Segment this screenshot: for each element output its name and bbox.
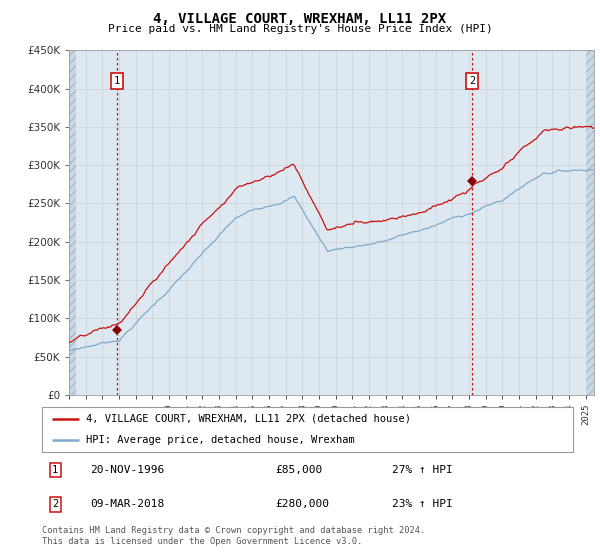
Text: 2: 2	[469, 76, 475, 86]
Text: 1: 1	[114, 76, 120, 86]
Text: 27% ↑ HPI: 27% ↑ HPI	[392, 465, 453, 475]
Text: 4, VILLAGE COURT, WREXHAM, LL11 2PX: 4, VILLAGE COURT, WREXHAM, LL11 2PX	[154, 12, 446, 26]
Text: 2: 2	[52, 500, 58, 510]
Text: 4, VILLAGE COURT, WREXHAM, LL11 2PX (detached house): 4, VILLAGE COURT, WREXHAM, LL11 2PX (det…	[86, 414, 410, 424]
Bar	[586, 50, 594, 395]
Text: £280,000: £280,000	[275, 500, 329, 510]
FancyBboxPatch shape	[42, 407, 573, 452]
Text: HPI: Average price, detached house, Wrexham: HPI: Average price, detached house, Wrex…	[86, 435, 354, 445]
Text: 20-NOV-1996: 20-NOV-1996	[90, 465, 164, 475]
Text: £85,000: £85,000	[275, 465, 323, 475]
Text: Price paid vs. HM Land Registry's House Price Index (HPI): Price paid vs. HM Land Registry's House …	[107, 24, 493, 34]
Bar	[69, 50, 76, 395]
Text: 23% ↑ HPI: 23% ↑ HPI	[392, 500, 453, 510]
Text: 09-MAR-2018: 09-MAR-2018	[90, 500, 164, 510]
Text: Contains HM Land Registry data © Crown copyright and database right 2024.
This d: Contains HM Land Registry data © Crown c…	[42, 526, 425, 546]
Text: 1: 1	[52, 465, 58, 475]
